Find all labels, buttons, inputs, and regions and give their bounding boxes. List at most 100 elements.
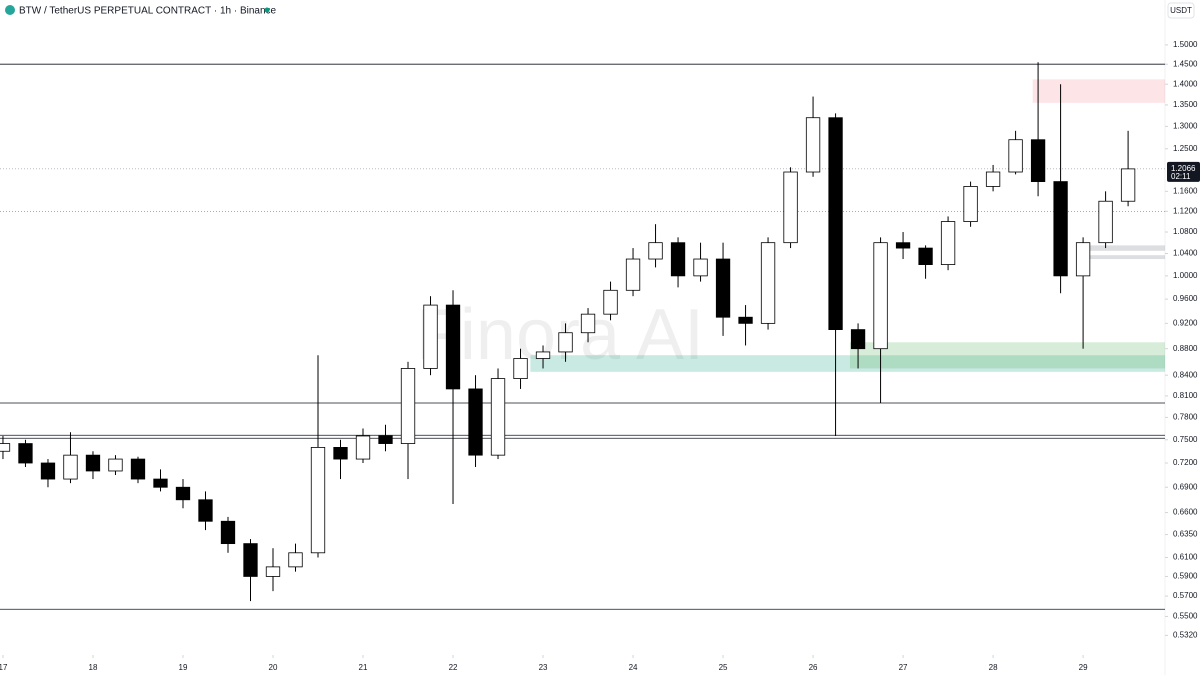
- y-tick-label: 1.0400: [1173, 249, 1198, 258]
- zone: [1083, 245, 1165, 251]
- candle-body: [513, 358, 528, 379]
- y-tick-label: 0.5320: [1173, 631, 1198, 640]
- candle-body: [243, 543, 258, 577]
- candle-body: [603, 289, 618, 315]
- candle-body: [1120, 168, 1136, 202]
- candle-body: [130, 458, 146, 480]
- candle-body: [918, 247, 933, 265]
- candle-body: [333, 447, 348, 460]
- candle-body: [1053, 181, 1068, 277]
- x-tick-label: 20: [269, 663, 278, 672]
- candle-body: [963, 186, 978, 222]
- y-tick-label: 0.6600: [1173, 508, 1198, 517]
- candle-body: [828, 117, 843, 330]
- candle-body: [693, 258, 708, 277]
- candle-body: [40, 462, 56, 480]
- x-tick-label: 17: [0, 663, 8, 672]
- candle-body: [490, 378, 506, 456]
- candle-body: [873, 242, 888, 350]
- candle-body: [535, 351, 551, 359]
- candle-body: [648, 242, 663, 260]
- candle-body: [468, 388, 483, 456]
- candle-body: [760, 242, 776, 324]
- countdown-label: 02:11: [1171, 172, 1191, 181]
- y-tick-label: 0.8100: [1173, 391, 1198, 400]
- y-tick-label: 0.7500: [1173, 435, 1198, 444]
- candle-body: [985, 171, 1001, 187]
- zone: [849, 342, 1165, 369]
- candle-body: [940, 221, 956, 265]
- y-tick-label: 0.5500: [1173, 612, 1198, 621]
- y-tick-label: 1.2500: [1173, 144, 1198, 153]
- candle-body: [1030, 139, 1046, 182]
- candle-body: [625, 258, 641, 291]
- y-tick-label: 0.6350: [1173, 530, 1198, 539]
- candle-body: [423, 304, 438, 369]
- candle-body: [715, 258, 731, 318]
- y-tick-label: 1.0000: [1173, 271, 1198, 280]
- x-tick-label: 25: [719, 663, 728, 672]
- y-tick-label: 1.0800: [1173, 227, 1198, 236]
- candle-body: [108, 458, 123, 472]
- candle-body: [378, 435, 393, 444]
- chart-title: BTW / TetherUS PERPETUAL CONTRACT · 1h ·…: [19, 6, 277, 17]
- y-tick-label: 1.1600: [1173, 186, 1198, 195]
- candle-body: [400, 368, 416, 444]
- candle-body: [783, 171, 798, 244]
- x-tick-label: 22: [449, 663, 458, 672]
- zone: [1083, 255, 1165, 260]
- candle-body: [198, 499, 213, 522]
- x-tick-label: 27: [899, 663, 908, 672]
- x-tick-label: 28: [989, 663, 998, 672]
- x-tick-label: 26: [809, 663, 818, 672]
- status-dot: [264, 7, 270, 13]
- zone: [1032, 79, 1165, 103]
- zone: [530, 355, 1165, 372]
- candle-body: [63, 454, 78, 480]
- currency-box[interactable]: [1167, 2, 1195, 19]
- x-tick-label: 19: [179, 663, 188, 672]
- candle-body: [220, 520, 236, 545]
- y-tick-label: 0.6100: [1173, 553, 1198, 562]
- y-tick-label: 0.5700: [1173, 591, 1198, 600]
- candle-body: [175, 486, 191, 501]
- y-tick-label: 0.7800: [1173, 413, 1198, 422]
- x-tick-label: 29: [1079, 663, 1088, 672]
- currency[interactable]: USDT: [1170, 6, 1192, 15]
- candle-body: [738, 316, 753, 324]
- y-tick-label: 0.8800: [1173, 344, 1198, 353]
- candle-body: [288, 552, 303, 568]
- candle-body: [0, 443, 11, 452]
- candle-body: [558, 332, 573, 353]
- candle-body: [580, 313, 596, 334]
- y-tick-label: 1.4500: [1173, 59, 1198, 68]
- candle-body: [355, 435, 371, 460]
- y-tick-label: 0.7200: [1173, 458, 1198, 467]
- candle-body: [670, 242, 686, 277]
- y-tick-label: 1.3000: [1173, 122, 1198, 131]
- x-tick-label: 18: [89, 663, 98, 672]
- x-tick-label: 21: [359, 663, 368, 672]
- y-tick-label: 0.8400: [1173, 370, 1198, 379]
- candle-body: [445, 304, 461, 390]
- candle-body: [153, 478, 168, 488]
- candle-body: [805, 117, 821, 173]
- y-tick-label: 1.1200: [1173, 206, 1198, 215]
- y-tick-label: 1.4000: [1173, 79, 1198, 88]
- candle-body: [850, 329, 866, 350]
- y-tick-label: 0.9200: [1173, 318, 1198, 327]
- last-price-box: [1167, 161, 1200, 182]
- last-price-label: 1.2066: [1171, 164, 1196, 173]
- x-tick-label: 24: [629, 663, 638, 672]
- candle-body: [85, 454, 101, 472]
- y-tick-label: 0.5900: [1173, 572, 1198, 581]
- candle-body: [265, 566, 281, 577]
- y-tick-label: 0.6900: [1173, 482, 1198, 491]
- candle-body: [895, 242, 911, 249]
- y-tick-label: 1.3500: [1173, 100, 1198, 109]
- candle-body: [1098, 200, 1113, 244]
- candle-body: [1008, 139, 1023, 173]
- candle-body: [18, 443, 33, 464]
